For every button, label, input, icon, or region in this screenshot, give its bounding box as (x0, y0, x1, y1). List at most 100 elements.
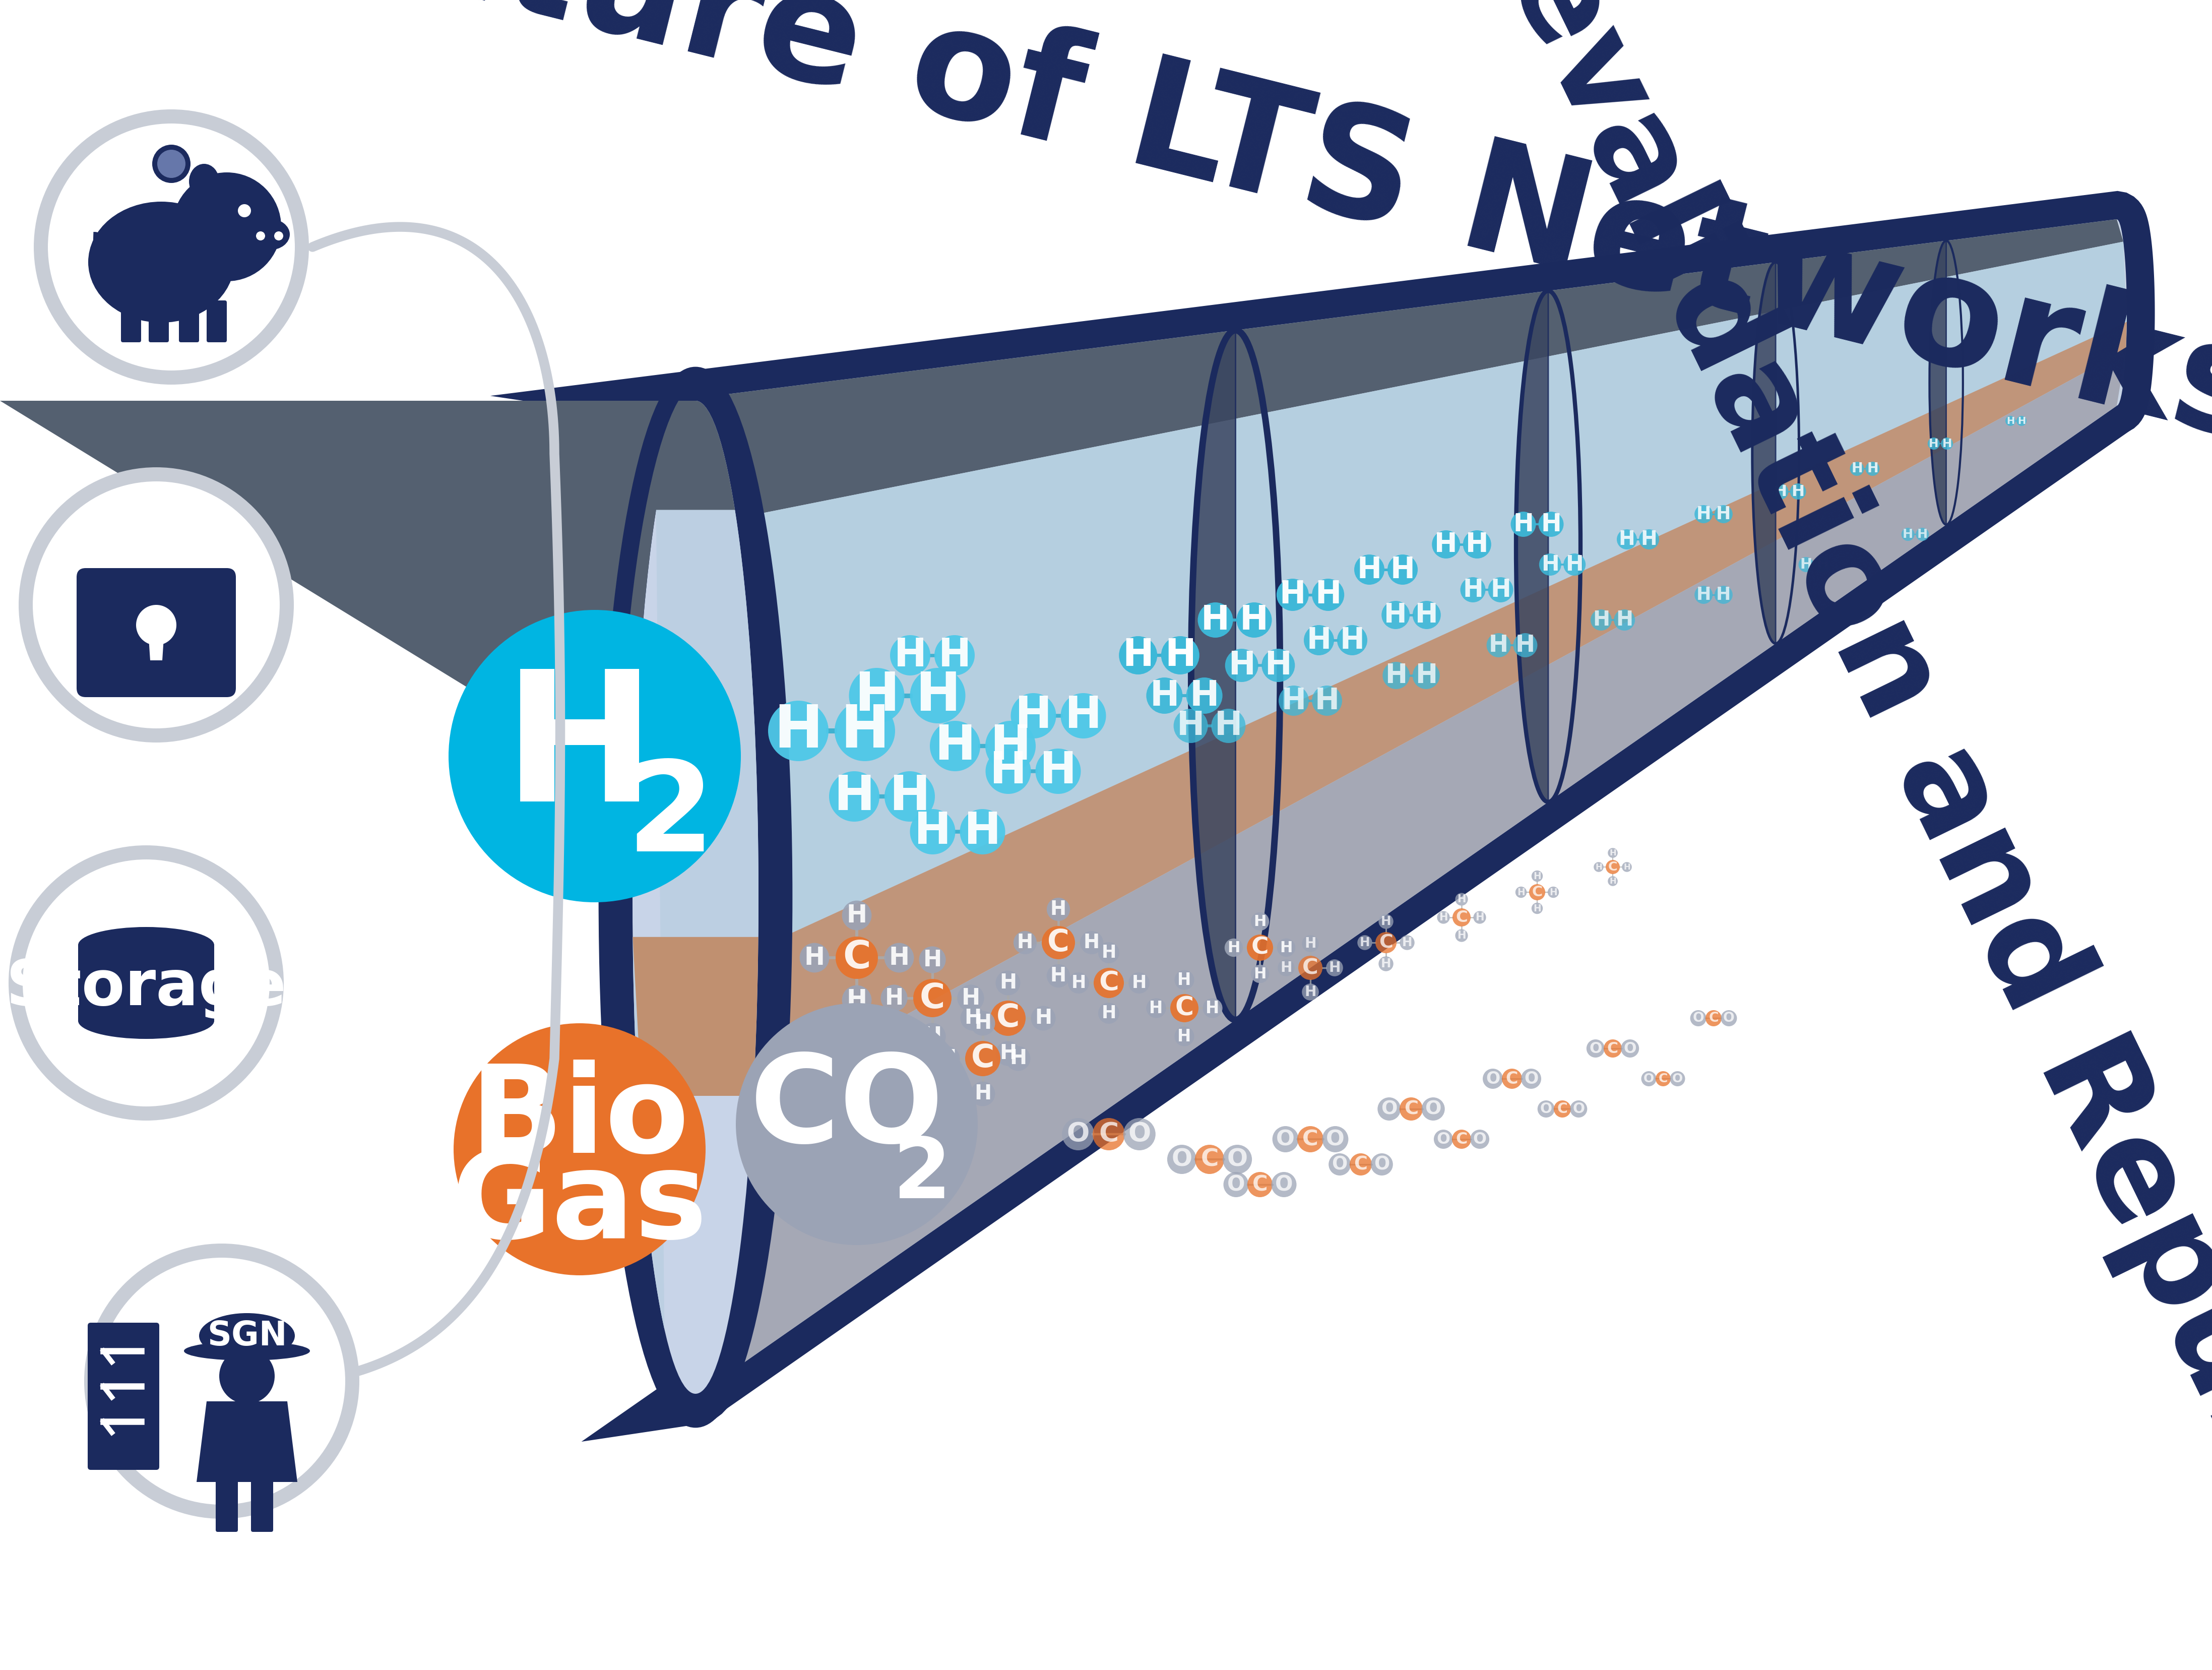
Circle shape (1513, 633, 1537, 658)
Circle shape (1455, 893, 1469, 905)
Text: O: O (1380, 1101, 1398, 1117)
Text: H: H (1177, 972, 1192, 989)
Text: H: H (922, 1025, 942, 1047)
Circle shape (1223, 1172, 1248, 1197)
Circle shape (984, 721, 1035, 772)
Text: O: O (1228, 1147, 1248, 1171)
Circle shape (958, 985, 984, 1012)
Text: H: H (1697, 586, 1710, 603)
FancyBboxPatch shape (217, 1480, 239, 1531)
Circle shape (1042, 925, 1075, 959)
Circle shape (936, 1045, 960, 1070)
Text: O: O (1066, 1121, 1091, 1147)
Text: H: H (1051, 967, 1066, 985)
Text: O: O (1524, 1070, 1537, 1087)
Polygon shape (197, 1401, 296, 1481)
Text: H: H (885, 987, 902, 1009)
Circle shape (1237, 603, 1272, 638)
Text: H: H (922, 949, 942, 970)
Circle shape (1690, 1010, 1705, 1027)
Text: H: H (1467, 531, 1489, 558)
Text: H: H (1040, 750, 1077, 792)
Text: H: H (964, 1009, 982, 1029)
Text: Future of LTS Networks: Future of LTS Networks (288, 0, 2212, 473)
Text: H: H (1515, 635, 1535, 656)
FancyBboxPatch shape (250, 1480, 272, 1531)
Text: H: H (1548, 887, 1557, 897)
Text: H: H (916, 670, 960, 721)
Circle shape (1248, 935, 1274, 960)
Text: C: C (920, 982, 945, 1015)
Circle shape (1865, 461, 1880, 476)
Text: H: H (1717, 586, 1732, 603)
Polygon shape (0, 1096, 754, 1394)
Text: CO: CO (750, 1049, 945, 1169)
Text: C: C (1201, 1147, 1219, 1171)
Circle shape (1062, 1117, 1095, 1151)
Circle shape (1617, 529, 1637, 549)
Circle shape (1323, 1126, 1349, 1152)
Text: O: O (1374, 1156, 1389, 1174)
Circle shape (1453, 908, 1471, 927)
Circle shape (1473, 912, 1486, 924)
Circle shape (1537, 511, 1564, 536)
Text: C: C (1608, 862, 1617, 873)
Text: C: C (995, 1004, 1020, 1034)
Circle shape (1006, 1045, 1031, 1070)
Text: Gas: Gas (451, 1146, 708, 1264)
Circle shape (2017, 416, 2026, 426)
Text: H: H (2006, 416, 2015, 426)
Circle shape (1168, 1144, 1197, 1174)
Text: H: H (1717, 506, 1732, 523)
Text: O: O (1486, 1070, 1500, 1087)
Circle shape (1413, 661, 1440, 690)
Circle shape (1540, 553, 1562, 576)
Circle shape (1455, 929, 1469, 942)
Circle shape (1312, 579, 1345, 611)
Circle shape (1571, 1101, 1588, 1117)
Text: C: C (1557, 1102, 1568, 1116)
Circle shape (1378, 957, 1394, 972)
Text: H: H (991, 723, 1031, 770)
Ellipse shape (250, 219, 290, 250)
Circle shape (960, 1005, 984, 1030)
Circle shape (1387, 554, 1418, 584)
Circle shape (1531, 903, 1542, 913)
Circle shape (1128, 972, 1150, 994)
Circle shape (1615, 610, 1635, 631)
Circle shape (1511, 511, 1535, 536)
Circle shape (1225, 939, 1243, 957)
Text: H: H (1314, 579, 1340, 610)
Circle shape (1586, 1039, 1604, 1057)
Circle shape (1279, 686, 1310, 716)
Text: Bio: Bio (469, 1059, 690, 1179)
Text: O: O (1624, 1040, 1637, 1055)
Text: C: C (1252, 937, 1270, 959)
Text: H: H (1166, 636, 1197, 673)
Text: H: H (1851, 463, 1863, 476)
Text: H: H (1918, 528, 1927, 541)
Circle shape (1119, 636, 1157, 675)
Circle shape (971, 1010, 995, 1035)
Text: H: H (1000, 1044, 1018, 1064)
Text: H: H (1517, 887, 1524, 897)
Text: O: O (1128, 1121, 1150, 1147)
Circle shape (137, 605, 177, 645)
Circle shape (1721, 1010, 1736, 1027)
Text: H: H (1458, 930, 1467, 940)
Circle shape (257, 232, 265, 240)
Text: O: O (1274, 1174, 1292, 1196)
Polygon shape (655, 401, 737, 519)
Text: H: H (1462, 578, 1484, 601)
Text: Revalidation and Repurposing: Revalidation and Repurposing (1436, 0, 2212, 1670)
Polygon shape (1190, 331, 1237, 1020)
Circle shape (995, 970, 1020, 995)
Text: C: C (1378, 934, 1394, 952)
Text: H: H (894, 636, 927, 675)
Text: C: C (1303, 1129, 1318, 1149)
Circle shape (1097, 942, 1119, 964)
Text: H: H (938, 636, 971, 675)
Text: O: O (1172, 1147, 1192, 1171)
Circle shape (274, 232, 283, 240)
Circle shape (1553, 1101, 1571, 1117)
